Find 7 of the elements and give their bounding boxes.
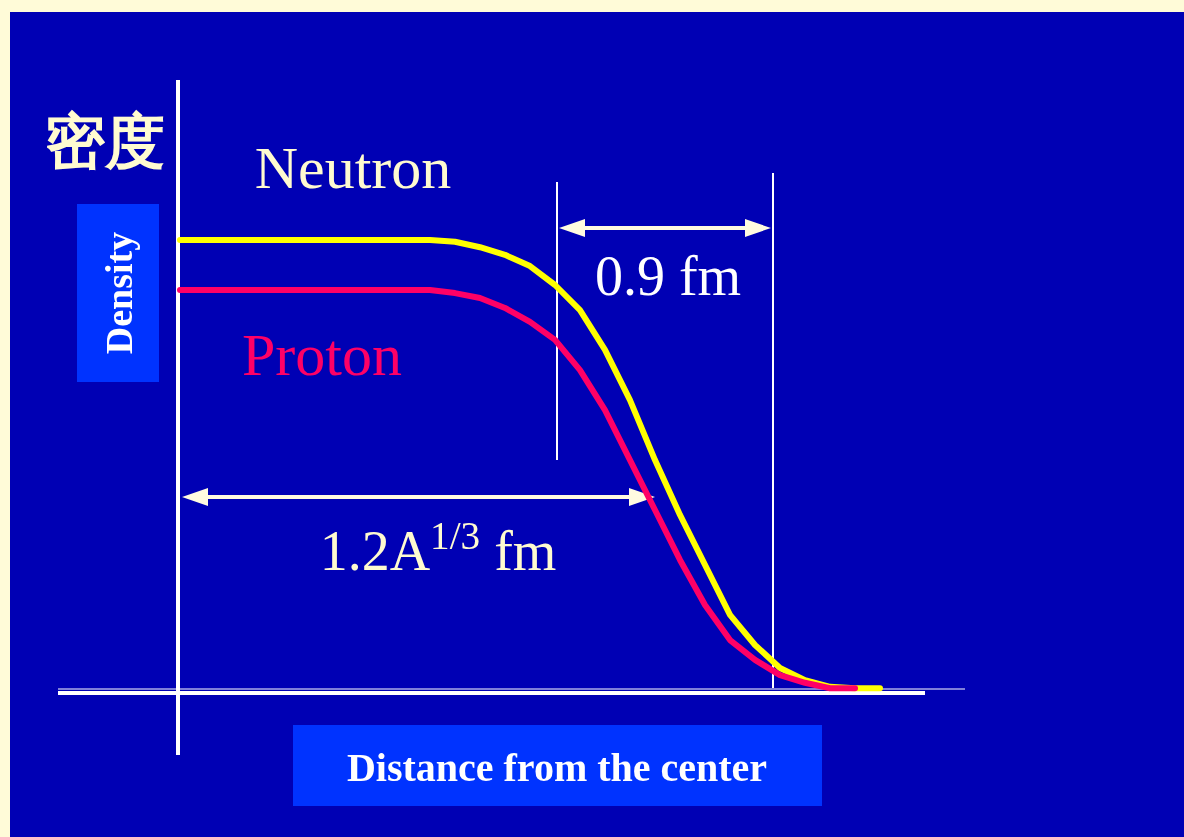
x-axis-title: Distance from the center: [346, 745, 768, 790]
series-label: Neutron: [254, 135, 452, 201]
y-axis-title: Density: [98, 231, 140, 355]
text: 密度: [45, 108, 165, 175]
series-label: Proton: [241, 322, 403, 388]
annotation: 1.2A$^{1/3}$ fm: [319, 513, 557, 582]
annotation: 0.9 fm: [594, 245, 742, 307]
